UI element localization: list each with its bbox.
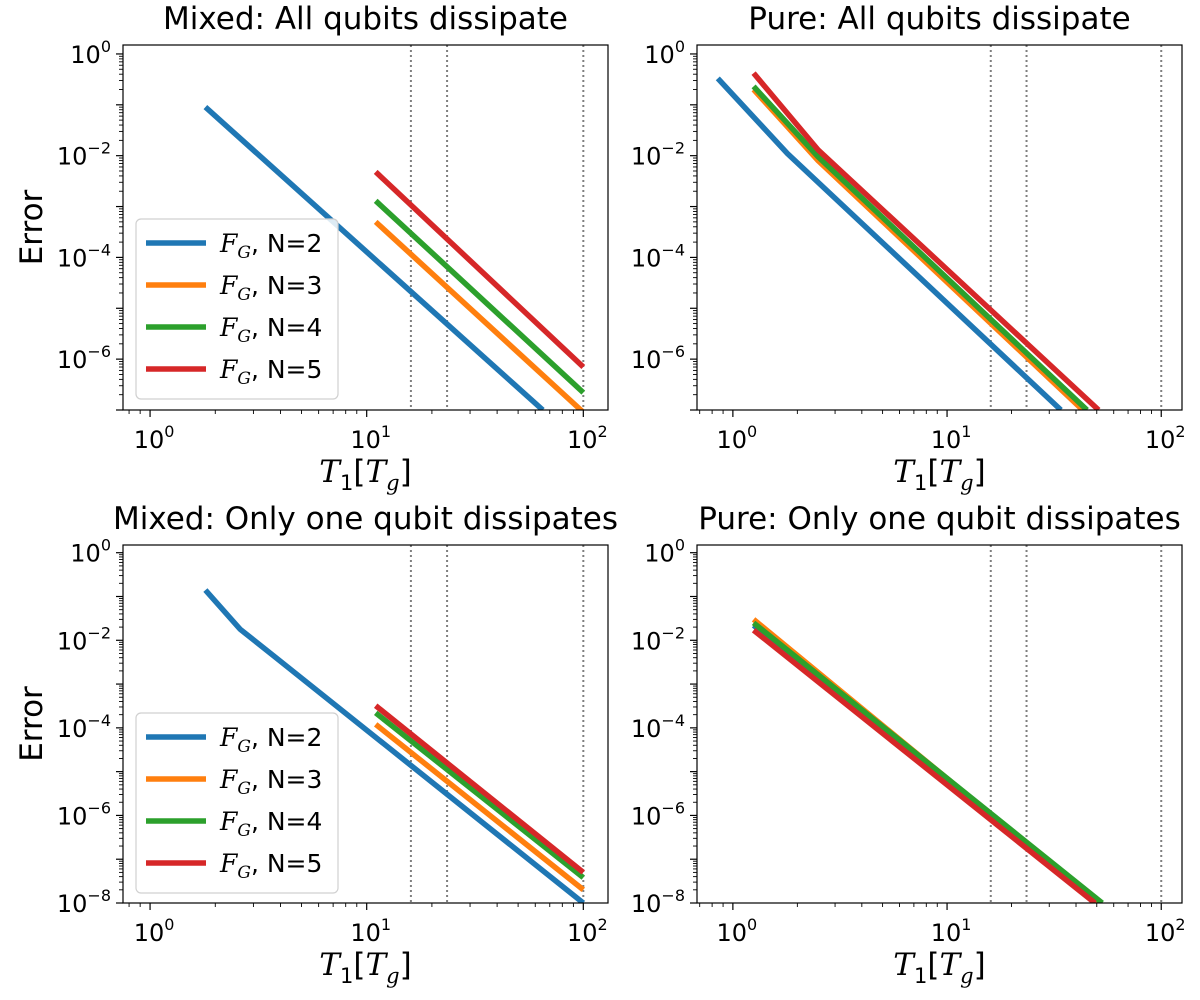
series-line-n3: [373, 219, 585, 410]
series-line-n5: [373, 703, 586, 875]
series-line-n5: [751, 71, 1101, 410]
y-tick-label: 10−6: [57, 342, 111, 374]
x-tick-label: 101: [350, 422, 391, 454]
x-axis-label: T1[Tg]: [319, 947, 411, 988]
series-line-n2: [203, 588, 586, 903]
y-tick-label: 10−4: [57, 711, 111, 743]
x-tick-label: 102: [567, 915, 608, 947]
axes-frame: [696, 544, 1183, 904]
y-axis-label: Error: [14, 189, 50, 265]
axes-frame: [122, 544, 609, 904]
legend-label-n2: FG, N=2: [219, 229, 322, 263]
x-tick-label: 101: [931, 422, 972, 454]
y-tick-label: 10−2: [57, 623, 111, 655]
y-tick-label: 10−2: [57, 139, 111, 171]
axes-frame: [696, 44, 1183, 411]
panel-2: Pure: All qubits dissipate 100 101 102 100 10…: [631, 1, 1186, 495]
series-group: [715, 71, 1101, 410]
axes-frame: [122, 44, 609, 411]
x-axis-label: T1[Tg]: [893, 947, 985, 988]
x-tick-label: 100: [134, 915, 175, 947]
x-tick-label: 102: [1145, 915, 1186, 947]
y-tick-label: 10−4: [631, 240, 685, 272]
x-axis-label: T1[Tg]: [893, 454, 985, 495]
x-tick-label: 100: [717, 422, 758, 454]
legend: FG, N=2 FG, N=3 FG, N=4 FG, N=5: [135, 712, 339, 894]
legend-label-n5: FG, N=5: [219, 355, 322, 389]
y-tick-label: 10−2: [631, 623, 685, 655]
legend-label-n3: FG, N=3: [219, 765, 322, 799]
legend-label-n2: FG, N=2: [219, 723, 322, 757]
y-tick-label: 10−2: [631, 139, 685, 171]
series-line-n2: [203, 105, 545, 410]
series-group: [203, 588, 586, 903]
x-tick-label: 100: [134, 422, 175, 454]
y-tick-label: 10−8: [631, 886, 685, 918]
series-line-n2: [715, 76, 1063, 410]
series-line-n4: [751, 620, 1104, 903]
x-tick-label: 102: [567, 422, 608, 454]
panel-title: Mixed: All qubits dissipate: [163, 1, 568, 37]
y-tick-label: 100: [644, 37, 685, 69]
panel-1: Mixed: All qubits dissipate 100 101 102 100 1…: [14, 1, 609, 495]
x-tick-label: 100: [717, 915, 758, 947]
series-group: [203, 105, 586, 410]
series-line-n5: [373, 169, 586, 370]
series-line-n3: [373, 722, 586, 892]
legend-label-n5: FG, N=5: [219, 849, 322, 883]
panel-4: Pure: Only one qubit dissipates 100 101 102…: [631, 501, 1186, 988]
y-tick-label: 10−4: [57, 240, 111, 272]
panel-title: Pure: All qubits dissipate: [748, 1, 1130, 37]
legend: FG, N=2 FG, N=3 FG, N=4 FG, N=5: [135, 218, 339, 400]
y-tick-label: 10−8: [57, 886, 111, 918]
y-tick-label: 100: [70, 536, 111, 568]
y-tick-label: 10−6: [631, 342, 685, 374]
series-line-n4: [751, 84, 1089, 410]
legend-box: [135, 218, 339, 400]
y-tick-label: 10−6: [631, 798, 685, 830]
y-axis-label: Error: [14, 686, 50, 762]
legend-label-n3: FG, N=3: [219, 271, 322, 305]
y-tick-label: 100: [70, 37, 111, 69]
legend-box: [135, 712, 339, 894]
panel-title: Mixed: Only one qubit dissipates: [113, 501, 618, 537]
y-tick-label: 10−6: [57, 798, 111, 830]
x-tick-label: 101: [931, 915, 972, 947]
legend-label-n4: FG, N=4: [219, 313, 322, 347]
panel-title: Pure: Only one qubit dissipates: [698, 501, 1181, 537]
x-axis-label: T1[Tg]: [319, 454, 411, 495]
series-line-n5: [751, 628, 1097, 903]
series-group: [751, 617, 1104, 903]
y-tick-label: 10−4: [631, 711, 685, 743]
x-tick-label: 101: [350, 915, 391, 947]
series-line-n4: [373, 710, 586, 880]
series-line-n4: [373, 198, 586, 395]
x-tick-label: 102: [1145, 422, 1186, 454]
y-tick-label: 100: [644, 536, 685, 568]
legend-label-n4: FG, N=4: [219, 807, 322, 841]
